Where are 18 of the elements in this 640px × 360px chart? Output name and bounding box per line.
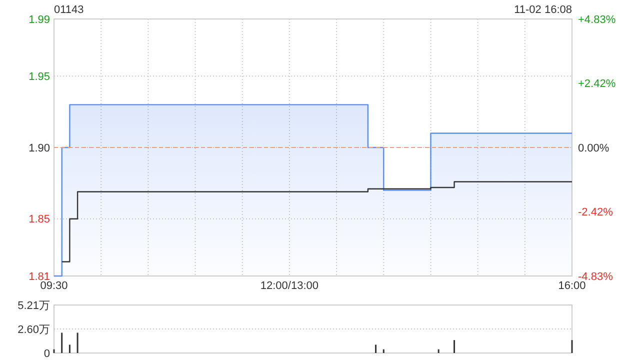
y-tick-label: 2.60万 (18, 324, 50, 336)
x-tick-label: 16:00 (558, 280, 586, 292)
y-tick-label: 1.85 (28, 214, 50, 226)
y2-tick-label: +4.83% (578, 14, 616, 26)
chart-title: 01143 (54, 4, 84, 16)
y2-tick-label: 0.00% (578, 142, 610, 154)
y-tick-label: 0 (44, 348, 50, 360)
y-tick-label: 5.21万 (18, 300, 50, 312)
y2-tick-label: -4.83% (578, 270, 614, 283)
text: 11-02 16:08 (514, 4, 572, 16)
x-tick-label: 09:30 (40, 280, 68, 292)
x-tick-label: 12:00/13:00 (260, 280, 319, 292)
y-tick-label: 1.99 (28, 14, 50, 26)
y-tick-label: 1.90 (28, 142, 50, 154)
y2-tick-label: +2.42% (578, 78, 616, 90)
y2-tick-label: -2.42% (578, 206, 614, 219)
y-tick-label: 1.95 (28, 70, 50, 83)
y-tick-label: 1.81 (28, 270, 50, 283)
